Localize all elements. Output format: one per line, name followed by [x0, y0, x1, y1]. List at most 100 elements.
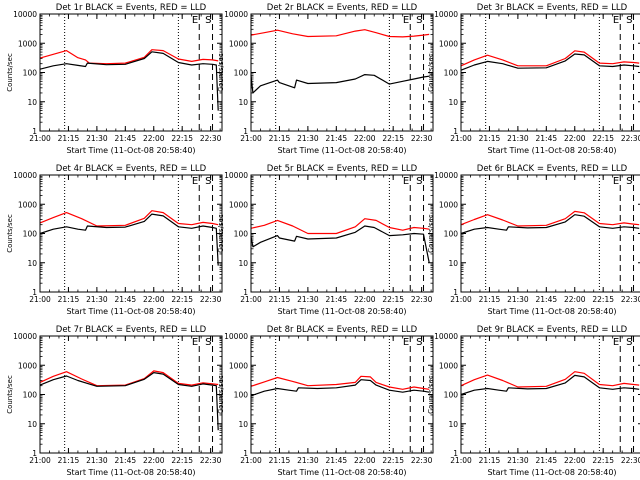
x-axis-label: Start Time (11-Oct-08 20:58:40) [487, 146, 616, 155]
y-tick-label: 1000 [439, 361, 458, 370]
plot-frame [250, 13, 434, 132]
y-tick-label: 10000 [434, 10, 458, 19]
series-events-line [39, 372, 219, 431]
series-lld-line [39, 49, 219, 65]
x-tick-label: 21:30 [86, 456, 108, 465]
x-tick-label: 21:15 [479, 134, 501, 143]
x-tick-label: 21:15 [479, 295, 501, 304]
x-tick-label: 21:45 [115, 134, 137, 143]
y-tick-label: 10000 [224, 171, 248, 180]
y-tick-label: 10000 [434, 171, 458, 180]
x-tick-label: 21:45 [536, 295, 558, 304]
x-tick-label: 22:15 [382, 295, 404, 304]
x-tick-label: 22:30 [411, 295, 433, 304]
y-tick-label: 1000 [229, 200, 248, 209]
y-tick-label: 1000 [18, 39, 37, 48]
y-axis-label: Counts/sec [217, 375, 225, 414]
y-axis-label: Counts/sec [6, 53, 14, 92]
x-tick-label: 21:30 [86, 134, 108, 143]
x-tick-label: 21:45 [326, 456, 348, 465]
series-events-line [250, 73, 430, 94]
plot-frame [460, 13, 640, 132]
y-axis-label: Counts/sec [217, 53, 225, 92]
series-events-line [39, 213, 219, 266]
y-tick-label: 10000 [13, 171, 37, 180]
marker-label: E [192, 337, 198, 348]
marker-label: S [416, 176, 422, 187]
x-tick-label: 21:15 [479, 456, 501, 465]
y-axis-label: Counts/sec [6, 375, 14, 414]
panel-title: Det 1r BLACK = Events, RED = LLD [56, 3, 207, 13]
y-tick-label: 100 [444, 230, 459, 239]
y-tick-label: 1 [243, 449, 248, 458]
x-tick-label: 22:15 [382, 134, 404, 143]
series-lld-line [250, 29, 430, 38]
x-tick-label: 21:45 [115, 295, 137, 304]
y-tick-label: 1000 [18, 361, 37, 370]
y-tick-label: 10 [27, 420, 37, 429]
panel-title: Det 6r BLACK = Events, RED = LLD [477, 164, 628, 174]
x-tick-label: 21:00 [240, 134, 262, 143]
x-tick-label: 22:15 [171, 456, 193, 465]
marker-label: E [403, 176, 409, 187]
marker-label: E [403, 337, 409, 348]
x-tick-label: 22:30 [200, 295, 222, 304]
panel-title: Det 3r BLACK = Events, RED = LLD [477, 3, 628, 13]
y-tick-label: 1 [32, 127, 37, 136]
x-axis-label: Start Time (11-Oct-08 20:58:40) [487, 307, 616, 316]
series-events-line [460, 53, 640, 71]
x-tick-label: 21:45 [115, 456, 137, 465]
x-tick-label: 21:30 [297, 295, 319, 304]
x-tick-label: 22:00 [564, 456, 586, 465]
marker-label: E [403, 15, 409, 26]
x-tick-label: 22:00 [143, 456, 165, 465]
x-tick-label: 22:15 [592, 134, 614, 143]
y-tick-label: 10000 [224, 10, 248, 19]
x-tick-label: 21:00 [450, 295, 472, 304]
marker-label: S [205, 176, 211, 187]
y-tick-label: 100 [444, 391, 459, 400]
x-tick-label: 21:15 [58, 295, 80, 304]
x-axis-label: Start Time (11-Oct-08 20:58:40) [66, 307, 195, 316]
x-tick-label: 22:00 [564, 134, 586, 143]
panel-title: Det 7r BLACK = Events, RED = LLD [56, 325, 207, 335]
plot-frame [39, 174, 223, 293]
x-tick-label: 21:00 [29, 134, 51, 143]
x-tick-label: 22:30 [411, 456, 433, 465]
y-tick-label: 1000 [18, 200, 37, 209]
y-tick-label: 1 [453, 127, 458, 136]
x-tick-label: 22:30 [621, 456, 640, 465]
x-axis-label: Start Time (11-Oct-08 20:58:40) [277, 307, 406, 316]
y-tick-label: 1 [243, 127, 248, 136]
x-tick-label: 22:00 [564, 295, 586, 304]
panel-1: Det 1r BLACK = Events, RED = LLD Counts/s… [6, 3, 223, 155]
x-tick-label: 22:30 [411, 134, 433, 143]
y-tick-label: 100 [444, 69, 459, 78]
x-tick-label: 21:45 [326, 295, 348, 304]
panel-8: Det 8r BLACK = Events, RED = LLD Counts/s… [217, 325, 434, 477]
y-tick-label: 1 [453, 449, 458, 458]
y-tick-label: 10 [238, 259, 248, 268]
x-tick-label: 22:15 [171, 295, 193, 304]
series-lld-line [460, 210, 640, 227]
x-tick-label: 22:00 [354, 295, 376, 304]
y-tick-label: 10000 [434, 332, 458, 341]
x-tick-label: 21:30 [507, 295, 529, 304]
marker-label: E [192, 176, 198, 187]
series-lld-line [250, 218, 430, 235]
y-axis-label: Counts/sec [427, 214, 435, 253]
plot-frame [460, 335, 640, 454]
x-tick-label: 22:30 [621, 295, 640, 304]
y-axis-label: Counts/sec [427, 53, 435, 92]
y-tick-label: 100 [23, 230, 38, 239]
series-lld-line [39, 210, 219, 227]
marker-label: S [626, 176, 632, 187]
marker-label: S [205, 15, 211, 26]
y-tick-label: 10000 [224, 332, 248, 341]
series-events-line [39, 51, 219, 111]
x-tick-label: 21:15 [269, 456, 291, 465]
series-lld-line [460, 50, 640, 67]
x-tick-label: 22:00 [354, 134, 376, 143]
y-tick-label: 10 [27, 259, 37, 268]
